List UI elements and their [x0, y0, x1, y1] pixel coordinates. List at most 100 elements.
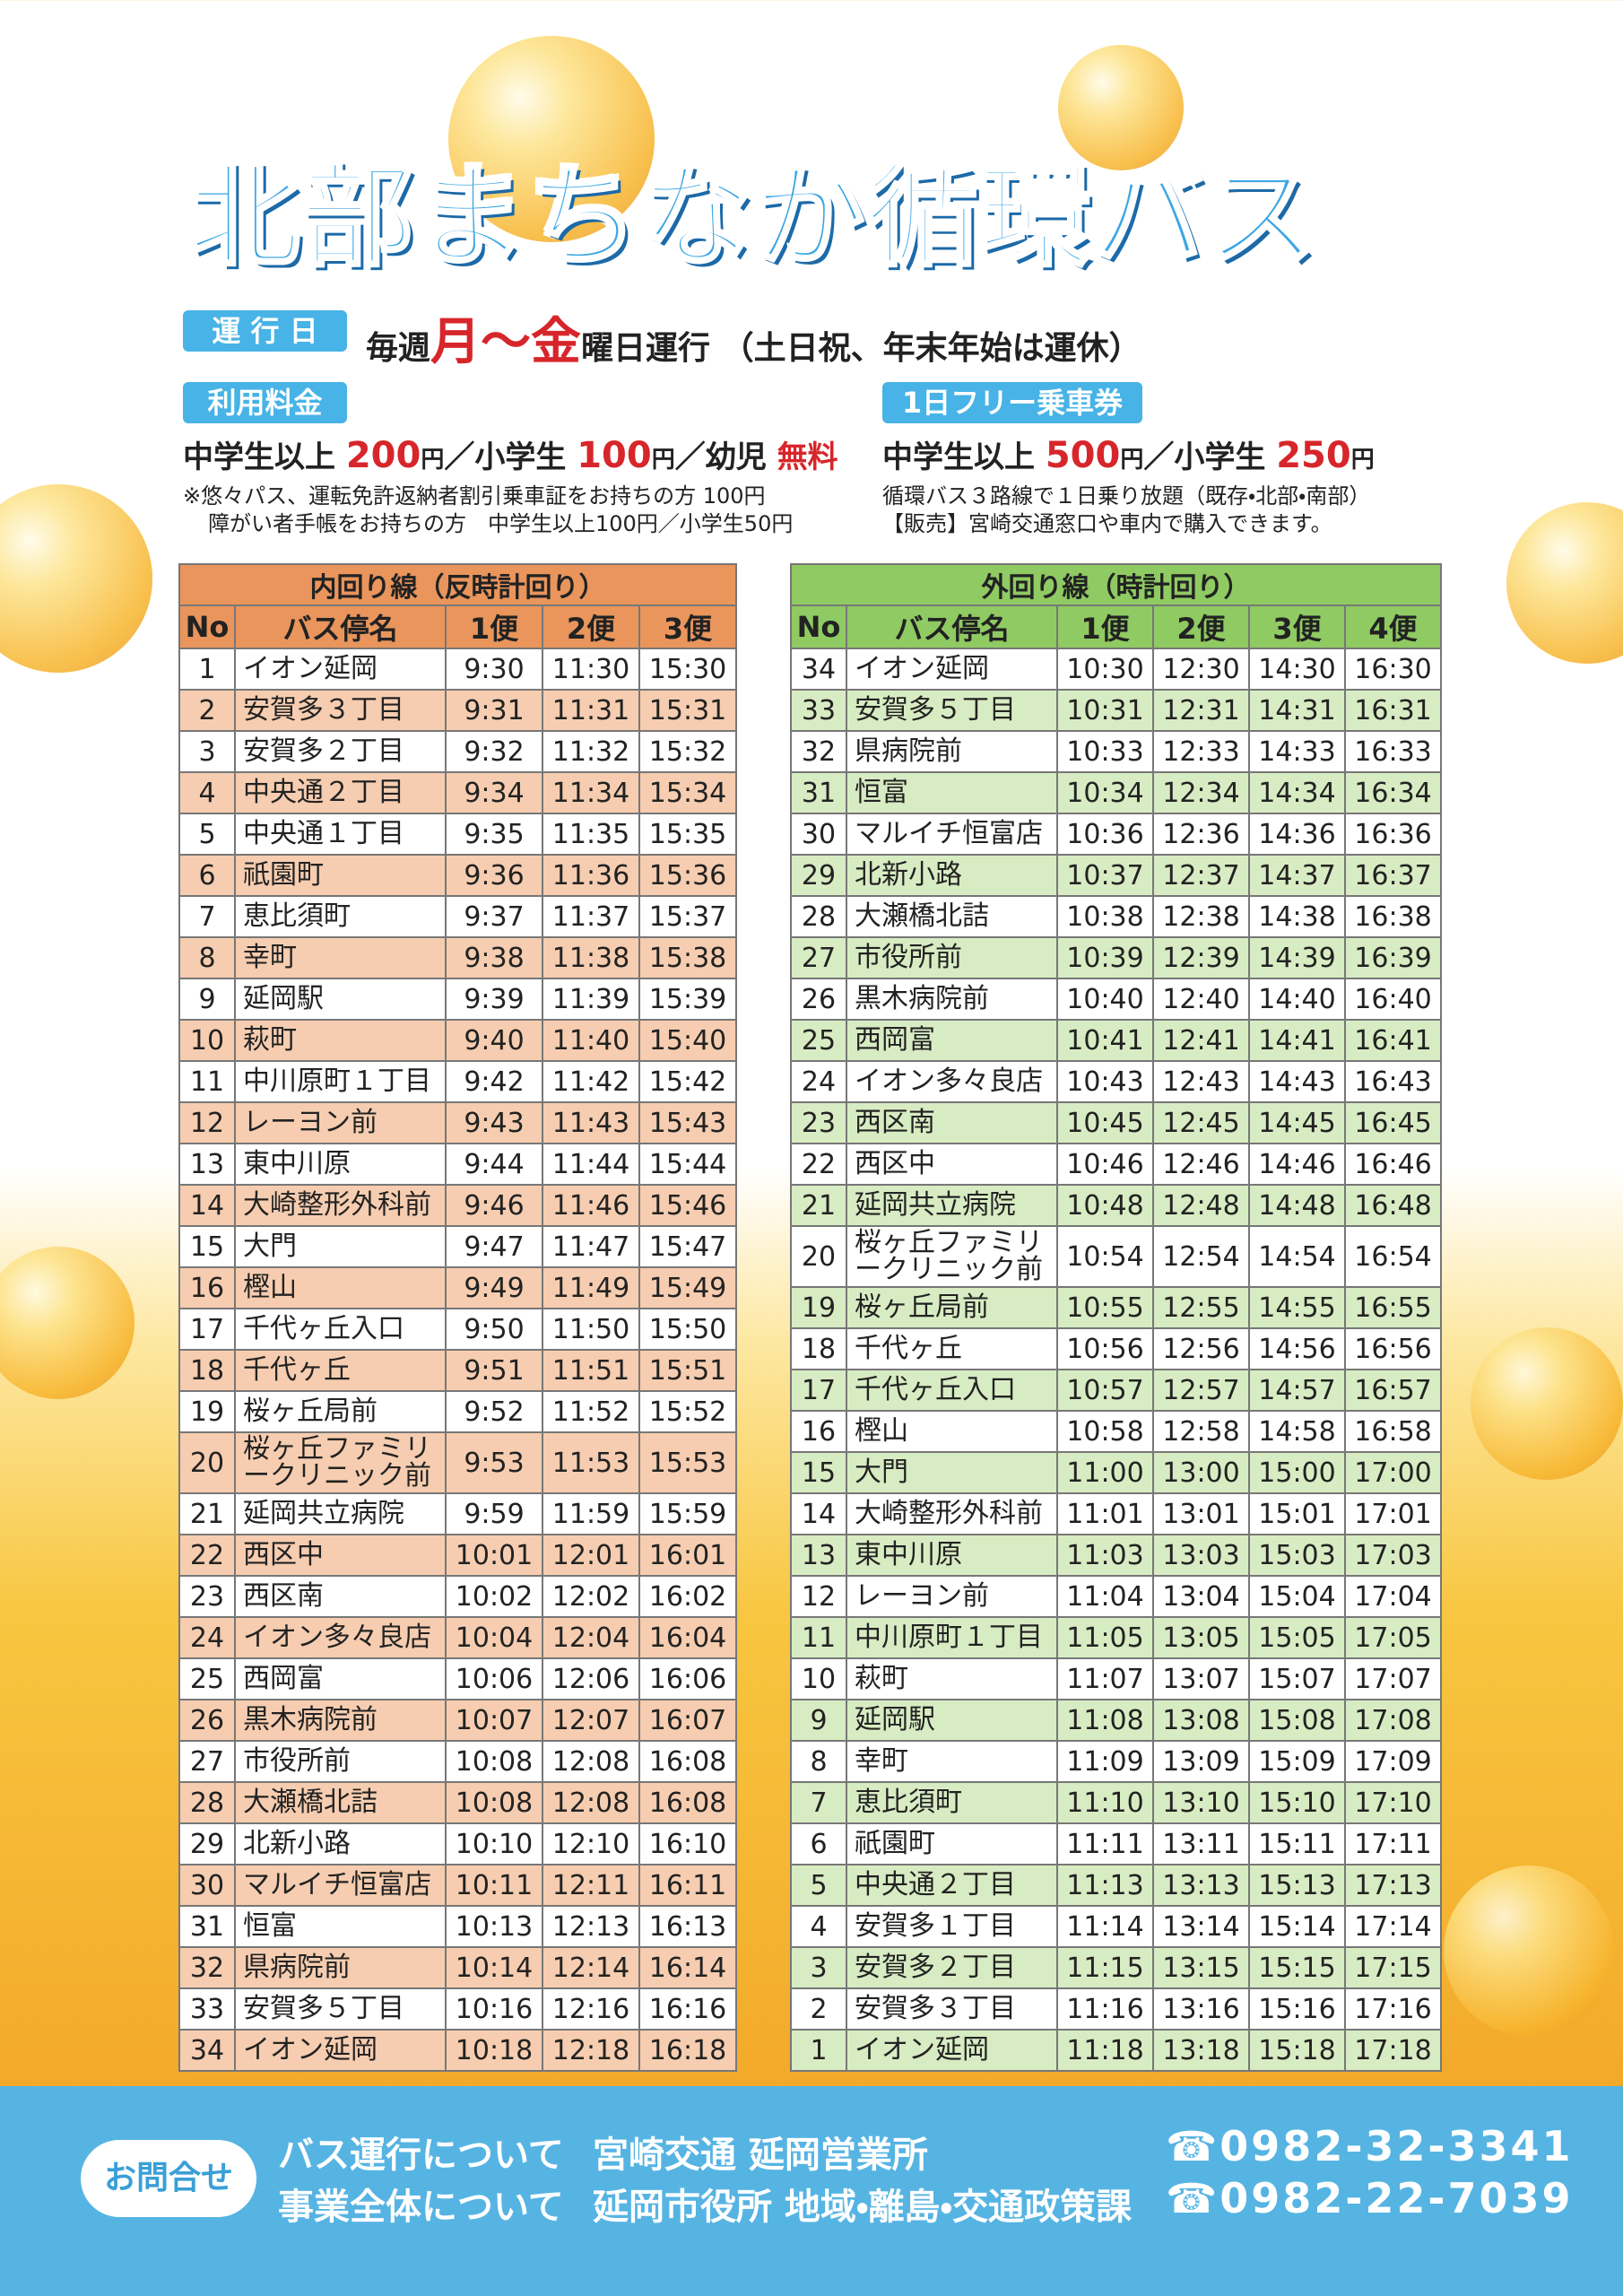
row: 29 北新小路 10:10 12:10 16:10	[178, 1822, 738, 1866]
row: 34 イオン延岡 10:30 12:30 14:30 16:30	[790, 648, 1443, 691]
row: 33 安賀多５丁目 10:16 12:16 16:16	[178, 1987, 738, 2031]
stop-name: 安賀多２丁目	[846, 1946, 1058, 1989]
cell: 15:07	[1248, 1657, 1346, 1700]
cell: 9:38	[445, 936, 543, 979]
cell: 29	[790, 854, 847, 897]
timetable: 内回り線（反時計回り） No バス停名 1便 2便 3便 1 イオン延岡 9:30 11:30 15…	[178, 563, 738, 2072]
cell: 16:18	[638, 2029, 738, 2072]
cell: 11:43	[542, 1101, 640, 1144]
cell: 10:11	[445, 1864, 543, 1907]
bubble	[448, 36, 655, 242]
row: 18 千代ヶ丘 9:51 11:51 15:51	[178, 1349, 738, 1392]
cell: 9:49	[445, 1266, 543, 1309]
cell: 17:08	[1343, 1699, 1443, 1742]
cell: 4	[178, 771, 236, 814]
row: 12 レーヨン前 9:43 11:43 15:43	[178, 1101, 738, 1144]
cell: 10:14	[445, 1946, 543, 1989]
cell: 12:48	[1152, 1184, 1250, 1227]
cell: 15:35	[638, 813, 738, 856]
cell: 27	[790, 936, 847, 979]
cell: 9:51	[445, 1349, 543, 1392]
stop-name: マルイチ恒富店	[234, 1864, 447, 1907]
stop-name: 千代ヶ丘入口	[846, 1369, 1058, 1412]
cell: 16:10	[638, 1822, 738, 1866]
cell: 12:31	[1152, 689, 1250, 732]
cell: 12:01	[542, 1534, 640, 1577]
stop-name: 西区南	[234, 1575, 447, 1618]
stop-name: 西岡富	[846, 1019, 1058, 1062]
row: 13 東中川原 11:03 13:03 15:03 17:03	[790, 1534, 1443, 1577]
column-header: 3便	[638, 604, 738, 649]
cell: 15:30	[638, 648, 738, 691]
cell: 16	[178, 1266, 236, 1309]
stop-name: 安賀多１丁目	[846, 1905, 1058, 1948]
cell: 11:50	[542, 1308, 640, 1351]
cell: 16:58	[1343, 1410, 1443, 1453]
cell: 12:08	[542, 1781, 640, 1824]
column-header: 2便	[542, 604, 640, 649]
stop-name: イオン多々良店	[846, 1060, 1058, 1103]
stop-name: 大崎整形外科前	[234, 1184, 447, 1227]
cell: 15:51	[638, 1349, 738, 1392]
cell: 14:43	[1248, 1060, 1346, 1103]
text: 無料	[777, 439, 838, 475]
cell: 10:04	[445, 1616, 543, 1659]
cell: 12:06	[542, 1657, 640, 1700]
contact-text: 宮崎交通 延岡営業所	[593, 2135, 928, 2176]
stop-name: 祇園町	[846, 1822, 1058, 1866]
cell: 14:48	[1248, 1184, 1346, 1227]
cell: 19	[790, 1286, 847, 1329]
badge: 1日フリー乗車券	[882, 382, 1142, 423]
cell: 17	[178, 1308, 236, 1351]
cell: 14:39	[1248, 936, 1346, 979]
cell: 30	[178, 1864, 236, 1907]
cell: 5	[178, 813, 236, 856]
row: 23 西区南 10:02 12:02 16:02	[178, 1575, 738, 1618]
timetable: 外回り線（時計回り） No バス停名 1便 2便 3便 4便 34 イオン延岡 10:30 12:3…	[789, 563, 1443, 2072]
cell: 10:48	[1056, 1184, 1154, 1227]
cell: 14:31	[1248, 689, 1346, 732]
note: 【販売】宮崎交通窓口や車内で購入できます。	[882, 511, 1332, 536]
stop-name: 千代ヶ丘入口	[234, 1308, 447, 1351]
cell: 18	[790, 1327, 847, 1370]
column-header: バス停名	[846, 604, 1058, 649]
cell: 15:46	[638, 1184, 738, 1227]
cell: 15:14	[1248, 1905, 1346, 1948]
contact-label: お問合せ	[81, 2140, 256, 2217]
cell: 15:01	[1248, 1492, 1346, 1535]
row: 9 延岡駅 11:08 13:08 15:08 17:08	[790, 1699, 1443, 1742]
cell: 15:38	[638, 936, 738, 979]
stop-name: 大瀬橋北詰	[234, 1781, 447, 1824]
cell: 11:34	[542, 771, 640, 814]
stop-name: 延岡共立病院	[234, 1492, 447, 1535]
row: 5 中央通２丁目 11:13 13:13 15:13 17:13	[790, 1864, 1443, 1907]
row: 7 恵比須町 11:10 13:10 15:10 17:10	[790, 1781, 1443, 1824]
column-header: バス停名	[234, 604, 447, 649]
cell: 15:10	[1248, 1781, 1346, 1824]
cell: 13	[790, 1534, 847, 1577]
cell: 15:40	[638, 1019, 738, 1062]
cell: 14	[178, 1184, 236, 1227]
row: 13 東中川原 9:44 11:44 15:44	[178, 1143, 738, 1186]
row: 20 桜ヶ丘ファミリークリニック前 9:53 11:53 15:53	[178, 1431, 738, 1494]
cell: 15:04	[1248, 1575, 1346, 1618]
cell: 6	[790, 1822, 847, 1866]
cell: 10	[790, 1657, 847, 1700]
stop-name: 樫山	[846, 1410, 1058, 1453]
cell: 14:33	[1248, 730, 1346, 773]
cell: 13:03	[1152, 1534, 1250, 1577]
cell: 16:04	[638, 1616, 738, 1659]
stop-name: 大門	[234, 1225, 447, 1268]
row: 20 桜ヶ丘ファミリークリニック前 10:54 12:54 14:54 16:54	[790, 1225, 1443, 1288]
operation: 毎週月〜金曜日運行 （土日祝、年末年始は運休）	[366, 301, 1141, 374]
stop-name: 西岡富	[234, 1657, 447, 1700]
column-header: No	[790, 604, 847, 649]
cell: 15:32	[638, 730, 738, 773]
cell: 10:10	[445, 1822, 543, 1866]
cell: 24	[178, 1616, 236, 1659]
cell: 15:13	[1248, 1864, 1346, 1907]
cell: 10:02	[445, 1575, 543, 1618]
cell: 16:46	[1343, 1143, 1443, 1186]
cell: 15:36	[638, 854, 738, 897]
cell: 9:37	[445, 895, 543, 938]
